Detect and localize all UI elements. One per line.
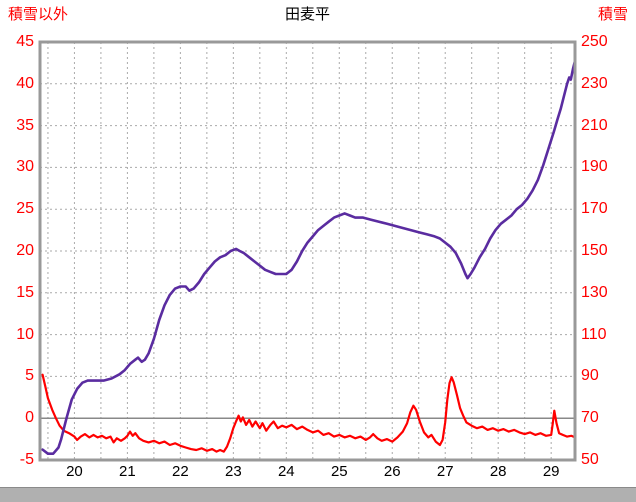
bottom-bar — [0, 487, 636, 502]
left-axis-title: 積雪以外 — [8, 6, 69, 23]
right-axis-title: 積雪 — [597, 6, 628, 23]
series-line-right — [41, 59, 577, 456]
series-line-left — [41, 373, 577, 453]
plot-frame — [38, 40, 577, 462]
chart-title: 田麦平 — [284, 6, 330, 23]
